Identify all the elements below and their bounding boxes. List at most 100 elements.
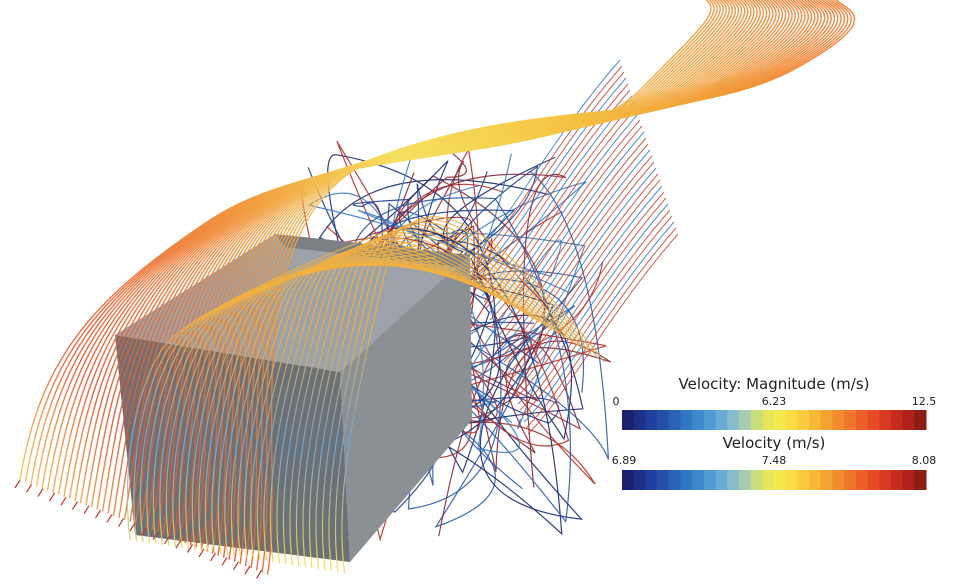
color-band [867, 410, 880, 430]
legend-label: 8.08 [912, 454, 937, 467]
color-band [902, 470, 915, 490]
surface-streamline [224, 260, 488, 556]
wake-line [471, 65, 623, 267]
color-band [890, 470, 904, 490]
vortex-line [325, 156, 584, 520]
color-band [809, 470, 822, 490]
surface-streamline [321, 224, 586, 571]
wake-line [475, 77, 627, 279]
legend-title: Velocity (m/s) [723, 434, 826, 452]
inlet-arrow [186, 544, 194, 553]
wake-line [509, 179, 661, 381]
color-band [657, 410, 670, 430]
color-band [762, 410, 775, 430]
color-band [645, 410, 658, 430]
wake-line [473, 71, 625, 273]
surface-streamline [217, 261, 482, 555]
wake-line [523, 221, 675, 423]
wake-line [491, 125, 643, 327]
color-band [692, 410, 705, 430]
surface-streamline [237, 256, 501, 558]
legend-1: Velocity: Magnitude (m/s) 0 6.23 12.5 [613, 375, 936, 430]
surface-streamline [295, 234, 560, 567]
color-band [633, 470, 646, 490]
color-band [668, 470, 681, 490]
inlet-arrow [25, 483, 33, 493]
inlet-arrow [244, 565, 251, 575]
wake-line [511, 185, 663, 387]
color-band [785, 410, 798, 430]
color-band [855, 410, 869, 430]
color-band [622, 410, 635, 430]
surface-streamline [269, 244, 534, 563]
inlet-arrow [71, 501, 79, 510]
color-band [867, 470, 880, 490]
inlet-arrow [14, 479, 21, 489]
surface-streamline [250, 252, 514, 560]
surface-streamline [230, 258, 495, 557]
color-band [622, 470, 635, 490]
wake-line [525, 227, 677, 429]
wake-line [489, 119, 641, 321]
surface-streamline [308, 229, 573, 569]
inlet-arrow [232, 561, 240, 571]
color-bar [622, 410, 927, 430]
wake-line [493, 131, 645, 333]
color-band [680, 410, 693, 430]
color-band [750, 470, 763, 490]
wake-line [481, 95, 633, 297]
surface-streamline [302, 232, 566, 568]
inlet-arrow [198, 548, 205, 558]
wake-line [503, 161, 655, 363]
surface-streamline [282, 239, 547, 565]
color-band [680, 470, 693, 490]
color-band [832, 470, 845, 490]
inlet-arrow [129, 522, 136, 532]
color-bar [622, 470, 927, 490]
surface-streamline [289, 237, 553, 566]
wake-line [519, 209, 671, 411]
wake-line [495, 137, 647, 339]
inlet-arrow [117, 518, 125, 528]
color-band [879, 410, 892, 430]
color-band [809, 410, 822, 430]
color-band [692, 470, 705, 490]
legend-label: 6.23 [762, 395, 787, 408]
inlet-arrow [140, 526, 148, 536]
color-band [738, 410, 752, 430]
surface-streamline [341, 216, 605, 574]
color-band [727, 410, 740, 430]
color-band [738, 470, 752, 490]
surface-streamline [211, 263, 475, 554]
color-band [820, 410, 833, 430]
wake-line [501, 155, 653, 357]
legend-2: Velocity (m/s) 6.89 7.48 8.08 [612, 434, 937, 490]
legend-label: 7.48 [762, 454, 787, 467]
surface-streamline [334, 218, 599, 573]
wake-line [497, 143, 649, 345]
color-band [844, 410, 857, 430]
color-band [715, 410, 728, 430]
wake-line [507, 173, 659, 375]
wake-line [517, 203, 669, 405]
color-band [727, 470, 740, 490]
color-band [645, 470, 658, 490]
inlet-arrow [48, 492, 56, 502]
color-band [785, 470, 798, 490]
legend-label: 6.89 [612, 454, 637, 467]
inlet-arrow [37, 488, 44, 497]
inlet-arrow [152, 531, 159, 540]
color-band [703, 470, 717, 490]
inlet-arrow [175, 539, 182, 549]
color-band [715, 470, 728, 490]
color-band [703, 410, 717, 430]
surface-streamline [328, 221, 592, 572]
color-band [844, 470, 857, 490]
inlet-arrow [221, 557, 228, 566]
inlet-arrow [94, 509, 102, 519]
wake-line [515, 197, 667, 399]
color-band [633, 410, 646, 430]
color-band [902, 410, 915, 430]
color-band [762, 470, 775, 490]
